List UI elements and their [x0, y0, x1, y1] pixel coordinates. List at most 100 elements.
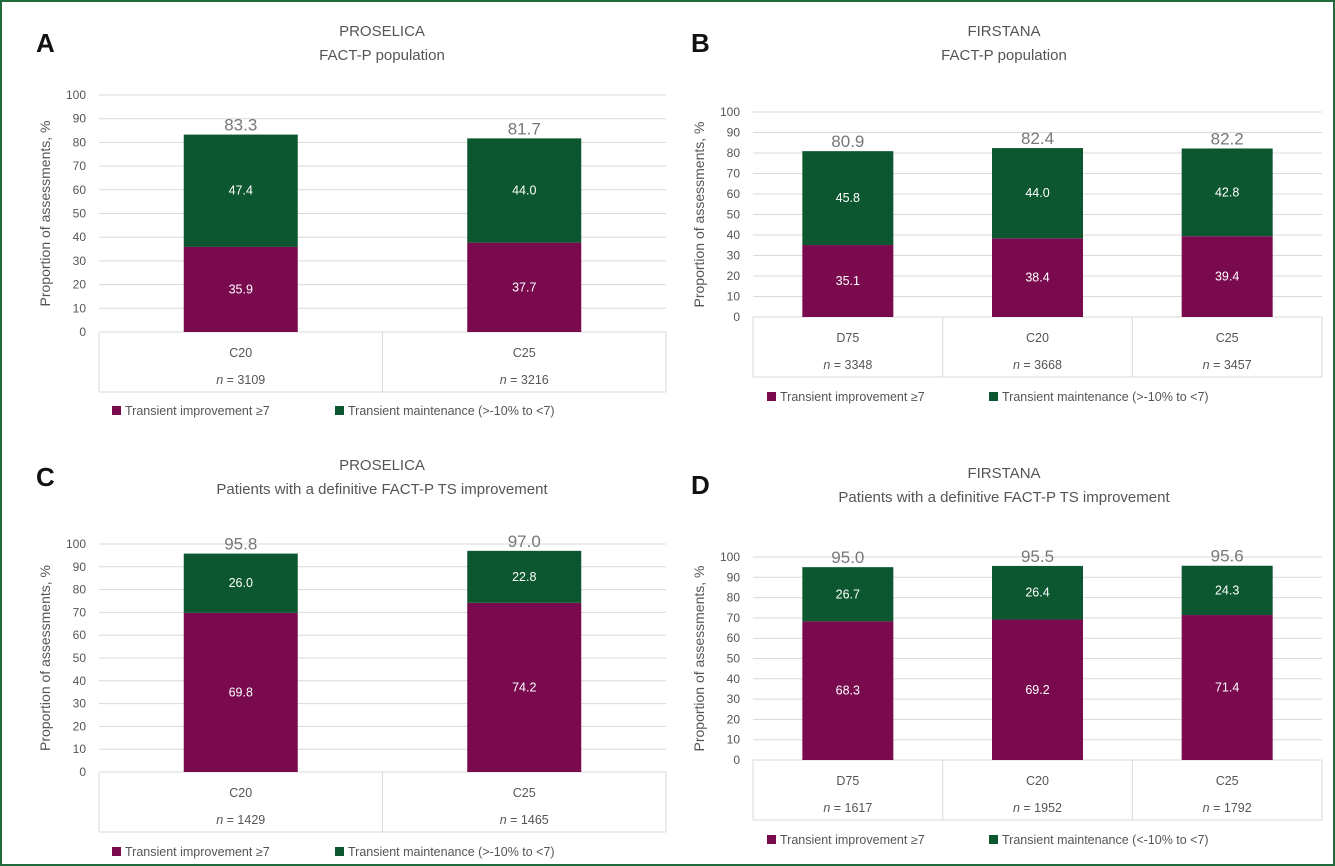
- y-tick-label: 0: [733, 753, 740, 767]
- legend-swatch-improvement: [112, 847, 121, 856]
- legend-label-maintenance: Transient maintenance (<-10% to <7): [1002, 833, 1209, 847]
- sample-size-prefix: n: [1203, 801, 1210, 815]
- y-tick-label: 60: [727, 187, 741, 201]
- bar-label-maintenance: 22.8: [512, 570, 536, 584]
- sample-size-value: = 3109: [223, 373, 265, 387]
- bar-label-maintenance: 47.4: [229, 184, 253, 198]
- sample-size-label: n = 3109: [216, 373, 265, 387]
- bar-label-improvement: 39.4: [1215, 270, 1239, 284]
- bar-label-maintenance: 42.8: [1215, 185, 1239, 199]
- chart-subtitle: Patients with a definitive FACT-P TS imp…: [216, 481, 548, 498]
- y-tick-label: 100: [66, 537, 86, 551]
- bar-total-label: 80.9: [831, 132, 864, 151]
- bar-maintenance: [1181, 565, 1273, 616]
- bar-maintenance: [183, 134, 298, 247]
- bar-improvement: [1181, 236, 1273, 317]
- y-tick-label: 50: [727, 208, 741, 222]
- sample-size-value: = 3457: [1210, 358, 1252, 372]
- bar-improvement: [802, 621, 894, 760]
- y-axis-label: Proportion of assessments, %: [37, 121, 53, 307]
- bar-label-improvement: 37.7: [512, 280, 536, 294]
- sample-size-value: = 3348: [830, 358, 872, 372]
- bar-maintenance: [467, 550, 582, 603]
- chart-panel-c: PROSELICA Patients with a definitive FACT…: [2, 2, 682, 864]
- sample-size-prefix: n: [1013, 801, 1020, 815]
- bar-total-label: 82.4: [1021, 129, 1054, 148]
- y-tick-label: 30: [727, 692, 741, 706]
- y-tick-label: 60: [727, 631, 741, 645]
- sample-size-label: n = 1617: [823, 801, 872, 815]
- bar-improvement: [183, 612, 298, 772]
- bar-improvement: [992, 238, 1083, 317]
- legend-label-maintenance: Transient maintenance (>-10% to <7): [348, 404, 555, 418]
- y-tick-label: 90: [727, 126, 741, 140]
- y-tick-label: 90: [73, 112, 87, 126]
- legend-label-improvement: Transient improvement ≥7: [125, 404, 270, 418]
- chart-title: FIRSTANA: [967, 465, 1040, 482]
- bar-label-improvement: 69.8: [229, 685, 253, 699]
- bar-total-label: 82.2: [1211, 129, 1244, 148]
- sample-size-label: n = 3216: [500, 373, 549, 387]
- legend-swatch-improvement: [112, 406, 121, 415]
- y-tick-label: 10: [73, 301, 87, 315]
- x-category-label: C25: [513, 346, 536, 360]
- y-tick-label: 10: [727, 290, 741, 304]
- x-category-label: C25: [513, 786, 536, 800]
- panel-label-d: D: [691, 470, 710, 500]
- bar-improvement: [1181, 615, 1273, 760]
- bar-improvement: [992, 619, 1083, 760]
- bar-label-improvement: 74.2: [512, 680, 536, 694]
- sample-size-value: = 3668: [1020, 358, 1062, 372]
- y-tick-label: 50: [73, 207, 87, 221]
- y-tick-label: 10: [727, 733, 741, 747]
- chart-subtitle: FACT-P population: [319, 47, 445, 64]
- x-category-label: C20: [1026, 774, 1049, 788]
- sample-size-label: n = 1952: [1013, 801, 1062, 815]
- y-tick-label: 70: [727, 167, 741, 181]
- x-category-label: D75: [836, 331, 859, 345]
- y-tick-label: 80: [73, 135, 87, 149]
- x-category-label: C20: [1026, 331, 1049, 345]
- y-tick-label: 50: [73, 651, 87, 665]
- y-tick-label: 50: [727, 652, 741, 666]
- bar-maintenance: [467, 138, 582, 243]
- legend-swatch-improvement: [767, 392, 776, 401]
- sample-size-label: n = 3348: [823, 358, 872, 372]
- sample-size-value: = 1429: [223, 813, 265, 827]
- bar-label-maintenance: 26.4: [1025, 586, 1049, 600]
- y-tick-label: 20: [727, 269, 741, 283]
- y-tick-label: 40: [73, 230, 87, 244]
- bar-maintenance: [802, 151, 894, 246]
- y-axis-label: Proportion of assessments, %: [691, 566, 707, 752]
- bar-label-maintenance: 26.7: [836, 587, 860, 601]
- y-tick-label: 20: [73, 278, 87, 292]
- bar-improvement: [183, 246, 298, 332]
- bar-maintenance: [802, 567, 894, 622]
- chart-a-svg: PROSELICA FACT-P population 0 10 20 30 40 50 60 7…: [37, 23, 667, 418]
- bar-maintenance: [992, 565, 1083, 620]
- bar-improvement: [467, 602, 582, 772]
- bar-improvement: [802, 245, 894, 317]
- legend-swatch-improvement: [767, 835, 776, 844]
- chart-c-svg: PROSELICA Patients with a definitive FACT…: [37, 457, 667, 859]
- sample-size-value: = 1465: [507, 813, 549, 827]
- legend-swatch-maintenance: [335, 406, 344, 415]
- legend-swatch-maintenance: [989, 835, 998, 844]
- sample-size-prefix: n: [1203, 358, 1210, 372]
- bar-label-improvement: 38.4: [1025, 271, 1049, 285]
- sample-size-label: n = 1429: [216, 813, 265, 827]
- y-tick-label: 100: [720, 105, 740, 119]
- bar-label-improvement: 71.4: [1215, 681, 1239, 695]
- bar-improvement: [467, 242, 582, 332]
- sample-size-prefix: n: [500, 813, 507, 827]
- sample-size-label: n = 3457: [1203, 358, 1252, 372]
- y-tick-label: 70: [73, 159, 87, 173]
- x-category-label: D75: [836, 774, 859, 788]
- x-category-label: C25: [1216, 774, 1239, 788]
- chart-title: PROSELICA: [339, 457, 425, 474]
- y-axis-label: Proportion of assessments, %: [691, 122, 707, 308]
- sample-size-label: n = 3668: [1013, 358, 1062, 372]
- bar-label-improvement: 69.2: [1025, 683, 1049, 697]
- sample-size-label: n = 1465: [500, 813, 549, 827]
